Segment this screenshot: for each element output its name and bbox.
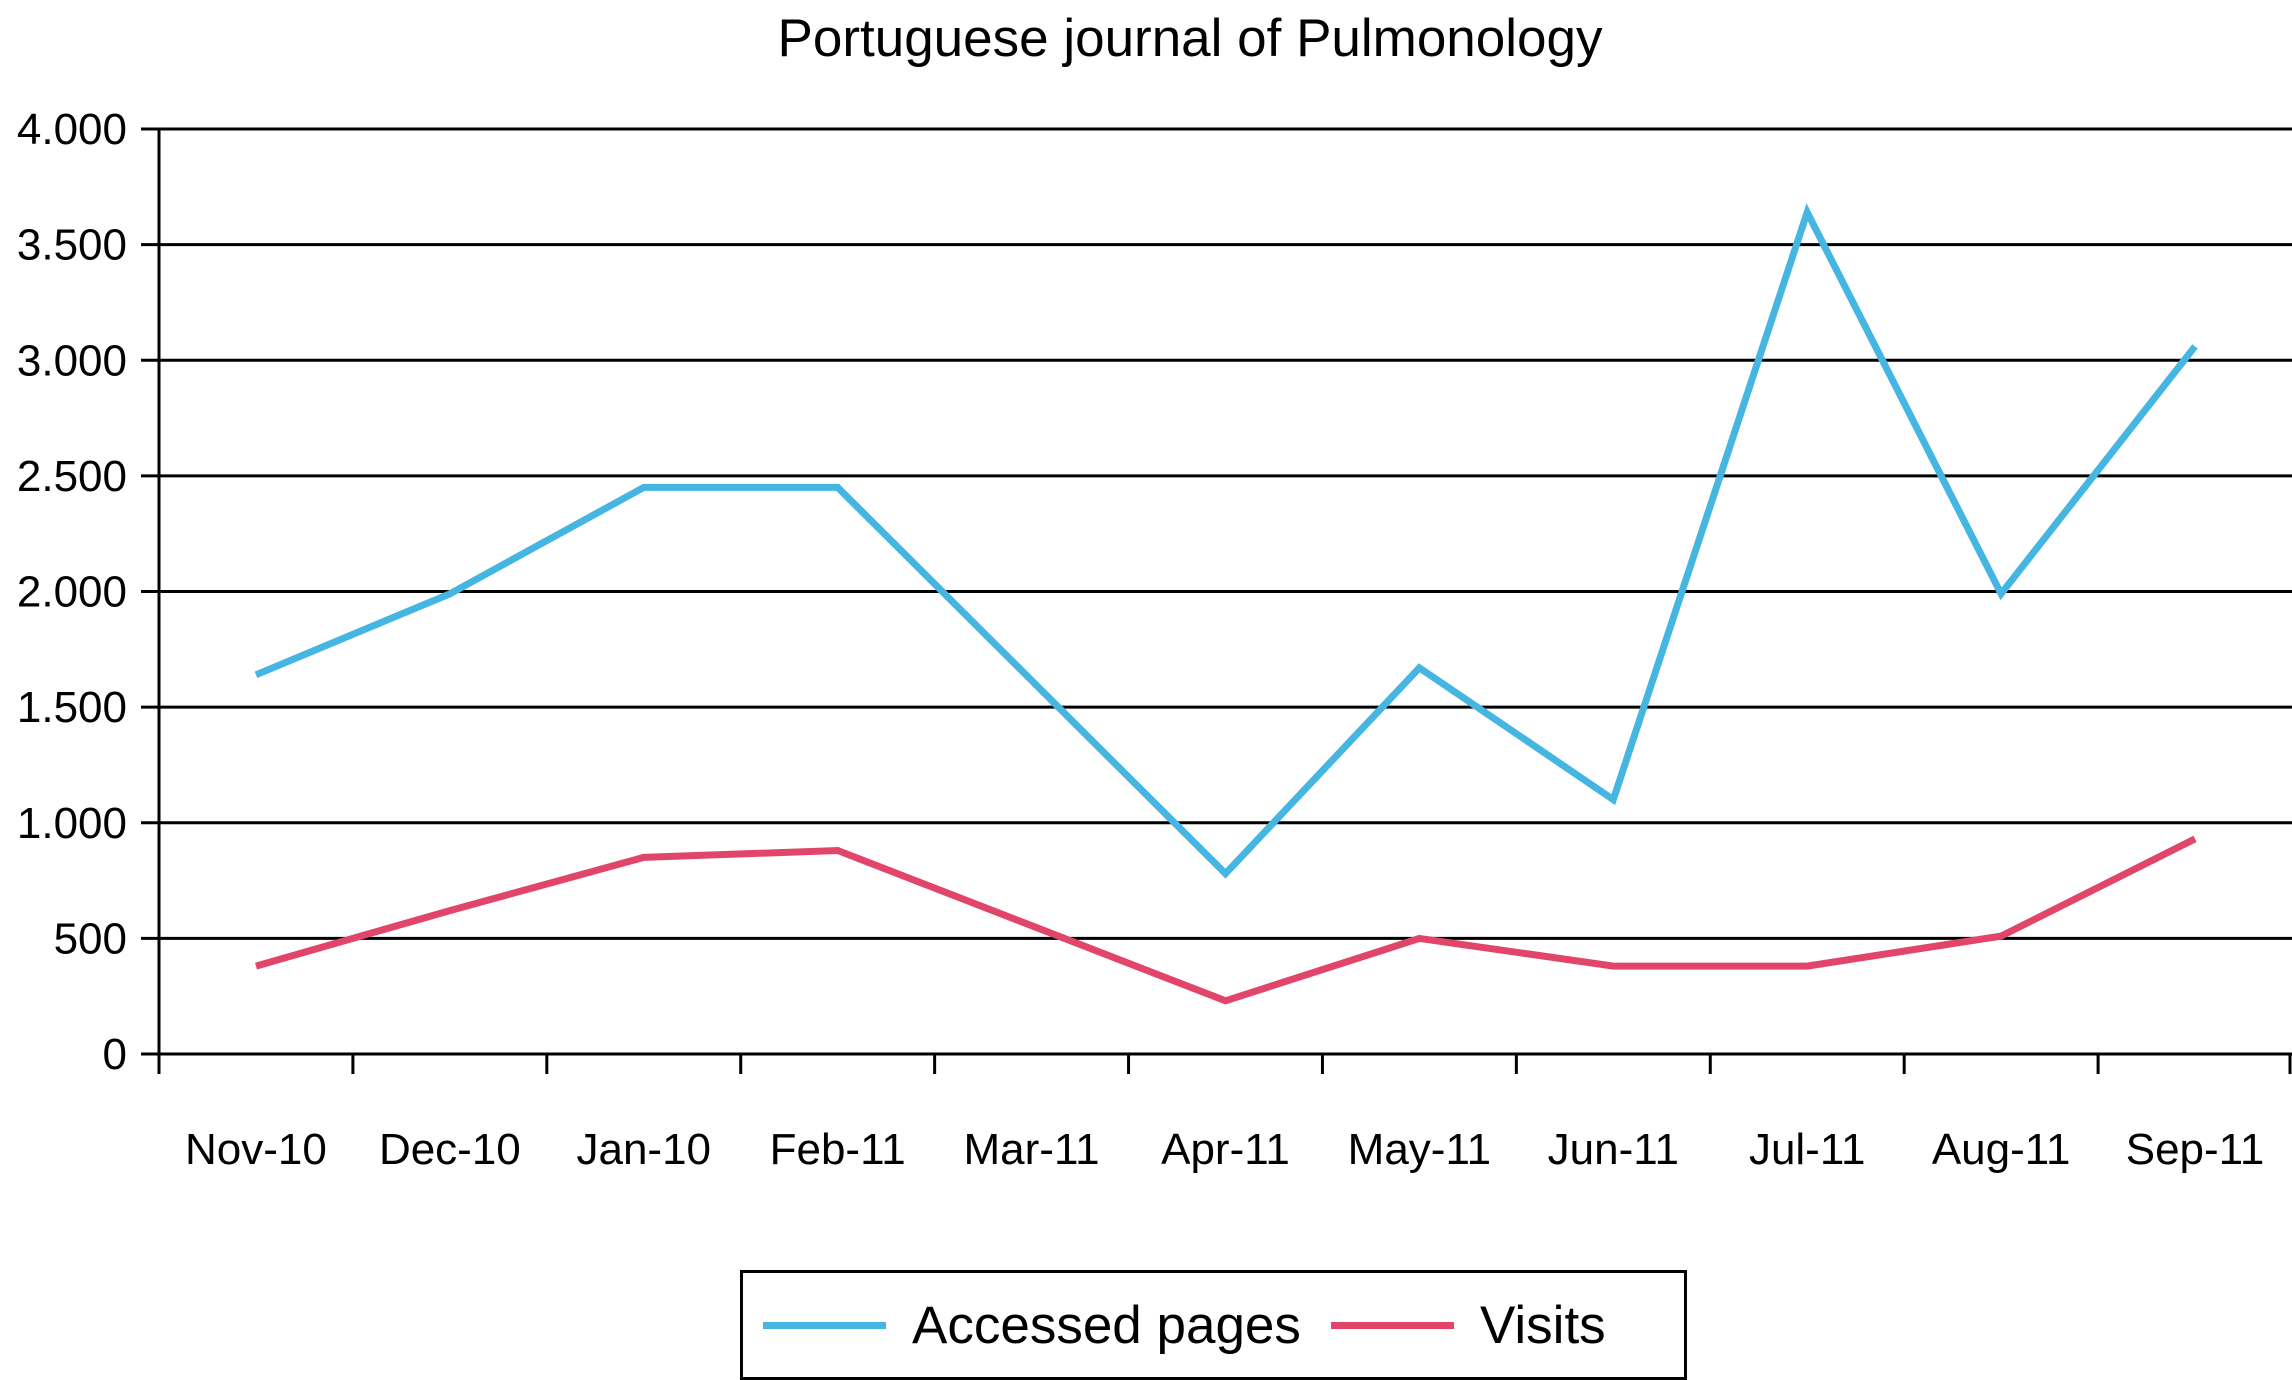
- x-tick-label: Dec-10: [379, 1125, 521, 1174]
- x-tick-label: Sep-11: [2126, 1125, 2265, 1174]
- y-tick-label: 500: [54, 914, 127, 963]
- chart-title: Portuguese journal of Pulmonology: [777, 9, 1603, 68]
- y-tick-label: 2.000: [17, 568, 127, 617]
- legend-swatch-accessed-pages: [763, 1321, 886, 1329]
- legend: Accessed pages Visits: [740, 1270, 1687, 1380]
- y-tick-label: 0: [103, 1030, 127, 1079]
- grid-lines: [159, 127, 2292, 940]
- series-line-visits: [255, 835, 2197, 1005]
- legend-label-accessed-pages: Accessed pages: [912, 1295, 1301, 1355]
- y-tick-label: 4.000: [17, 105, 127, 154]
- legend-item-accessed-pages: Accessed pages: [763, 1273, 1301, 1377]
- y-tick-label: 1.500: [17, 683, 127, 732]
- x-tick-label: Nov-10: [185, 1125, 327, 1174]
- series-lines: [254, 203, 2198, 1005]
- x-tick-label: May-11: [1348, 1125, 1491, 1174]
- legend-item-visits: Visits: [1331, 1273, 1606, 1377]
- line-chart: 05001.0001.5002.0002.5003.0003.5004.000 …: [17, 105, 2292, 1174]
- x-tick-label: Feb-11: [770, 1125, 906, 1174]
- legend-label-visits: Visits: [1480, 1295, 1606, 1355]
- x-tick-label: Jul-11: [1749, 1125, 1866, 1174]
- series-line-accessed-pages: [254, 203, 2198, 879]
- x-tick-labels: Nov-10 Dec-10 Jan-10 Feb-11 Mar-11 Apr-11 May-…: [185, 1125, 2264, 1174]
- x-tick-label: Aug-11: [1932, 1125, 2071, 1174]
- y-tick-label: 3.500: [17, 221, 127, 270]
- y-tick-labels: 0 500 1.000 1.500 2.000 2.500 3.000 3.500 4.000: [17, 105, 127, 1079]
- y-tick-label: 1.000: [17, 799, 127, 848]
- x-tick-label: Jan-10: [576, 1125, 711, 1174]
- legend-swatch-visits: [1331, 1321, 1454, 1329]
- axes: [141, 127, 2292, 1074]
- x-tick-label: Jun-11: [1548, 1125, 1679, 1174]
- y-tick-label: 2.500: [17, 452, 127, 501]
- x-tick-label: Apr-11: [1161, 1125, 1290, 1174]
- y-tick-label: 3.000: [17, 336, 127, 385]
- x-tick-label: Mar-11: [964, 1125, 1100, 1174]
